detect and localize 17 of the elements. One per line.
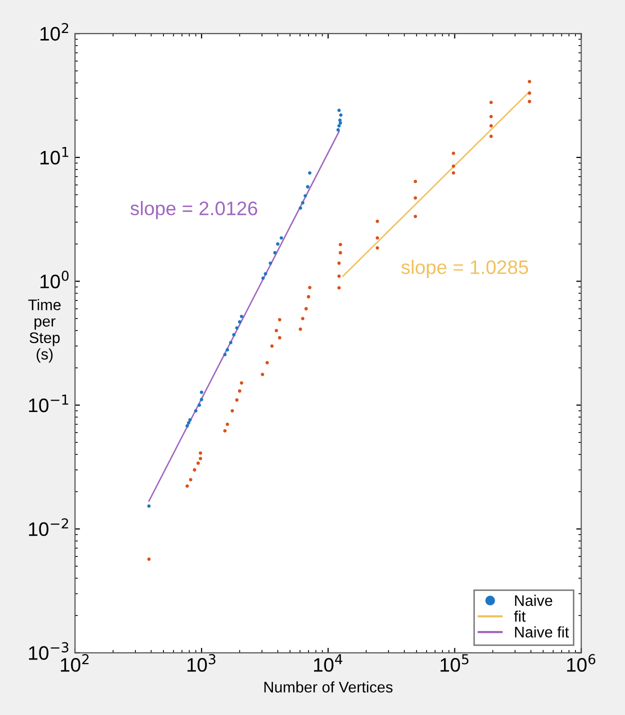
x-tick-label: 10$^{2}$ [60, 654, 89, 672]
x-tick-label: 10$^{5}$ [440, 654, 468, 672]
y-axis-title: Time per Step (s) [28, 299, 61, 363]
y-tick-label: 10$^{−1}$ [29, 394, 68, 412]
y-tick-label: 10$^{2}$ [40, 22, 68, 41]
x-tick-label: 10$^{3}$ [187, 654, 216, 672]
x-tick-label: 10$^{4}$ [314, 654, 342, 672]
annotation: slope = 1.0285 [401, 260, 528, 278]
x-axis-title: Number of Vertices [264, 681, 393, 693]
legend-label: Naive fit [515, 626, 569, 638]
y-tick-label: 10$^{−2}$ [29, 518, 68, 536]
legend-label: Naive [515, 594, 552, 606]
x-tick-label: 10$^{6}$ [567, 654, 596, 672]
y-tick-label: 10$^{1}$ [40, 146, 68, 165]
annotation: slope = 2.0126 [130, 201, 258, 220]
legend-label: fit [514, 610, 526, 622]
y-tick-label: 10$^{0}$ [40, 270, 69, 288]
